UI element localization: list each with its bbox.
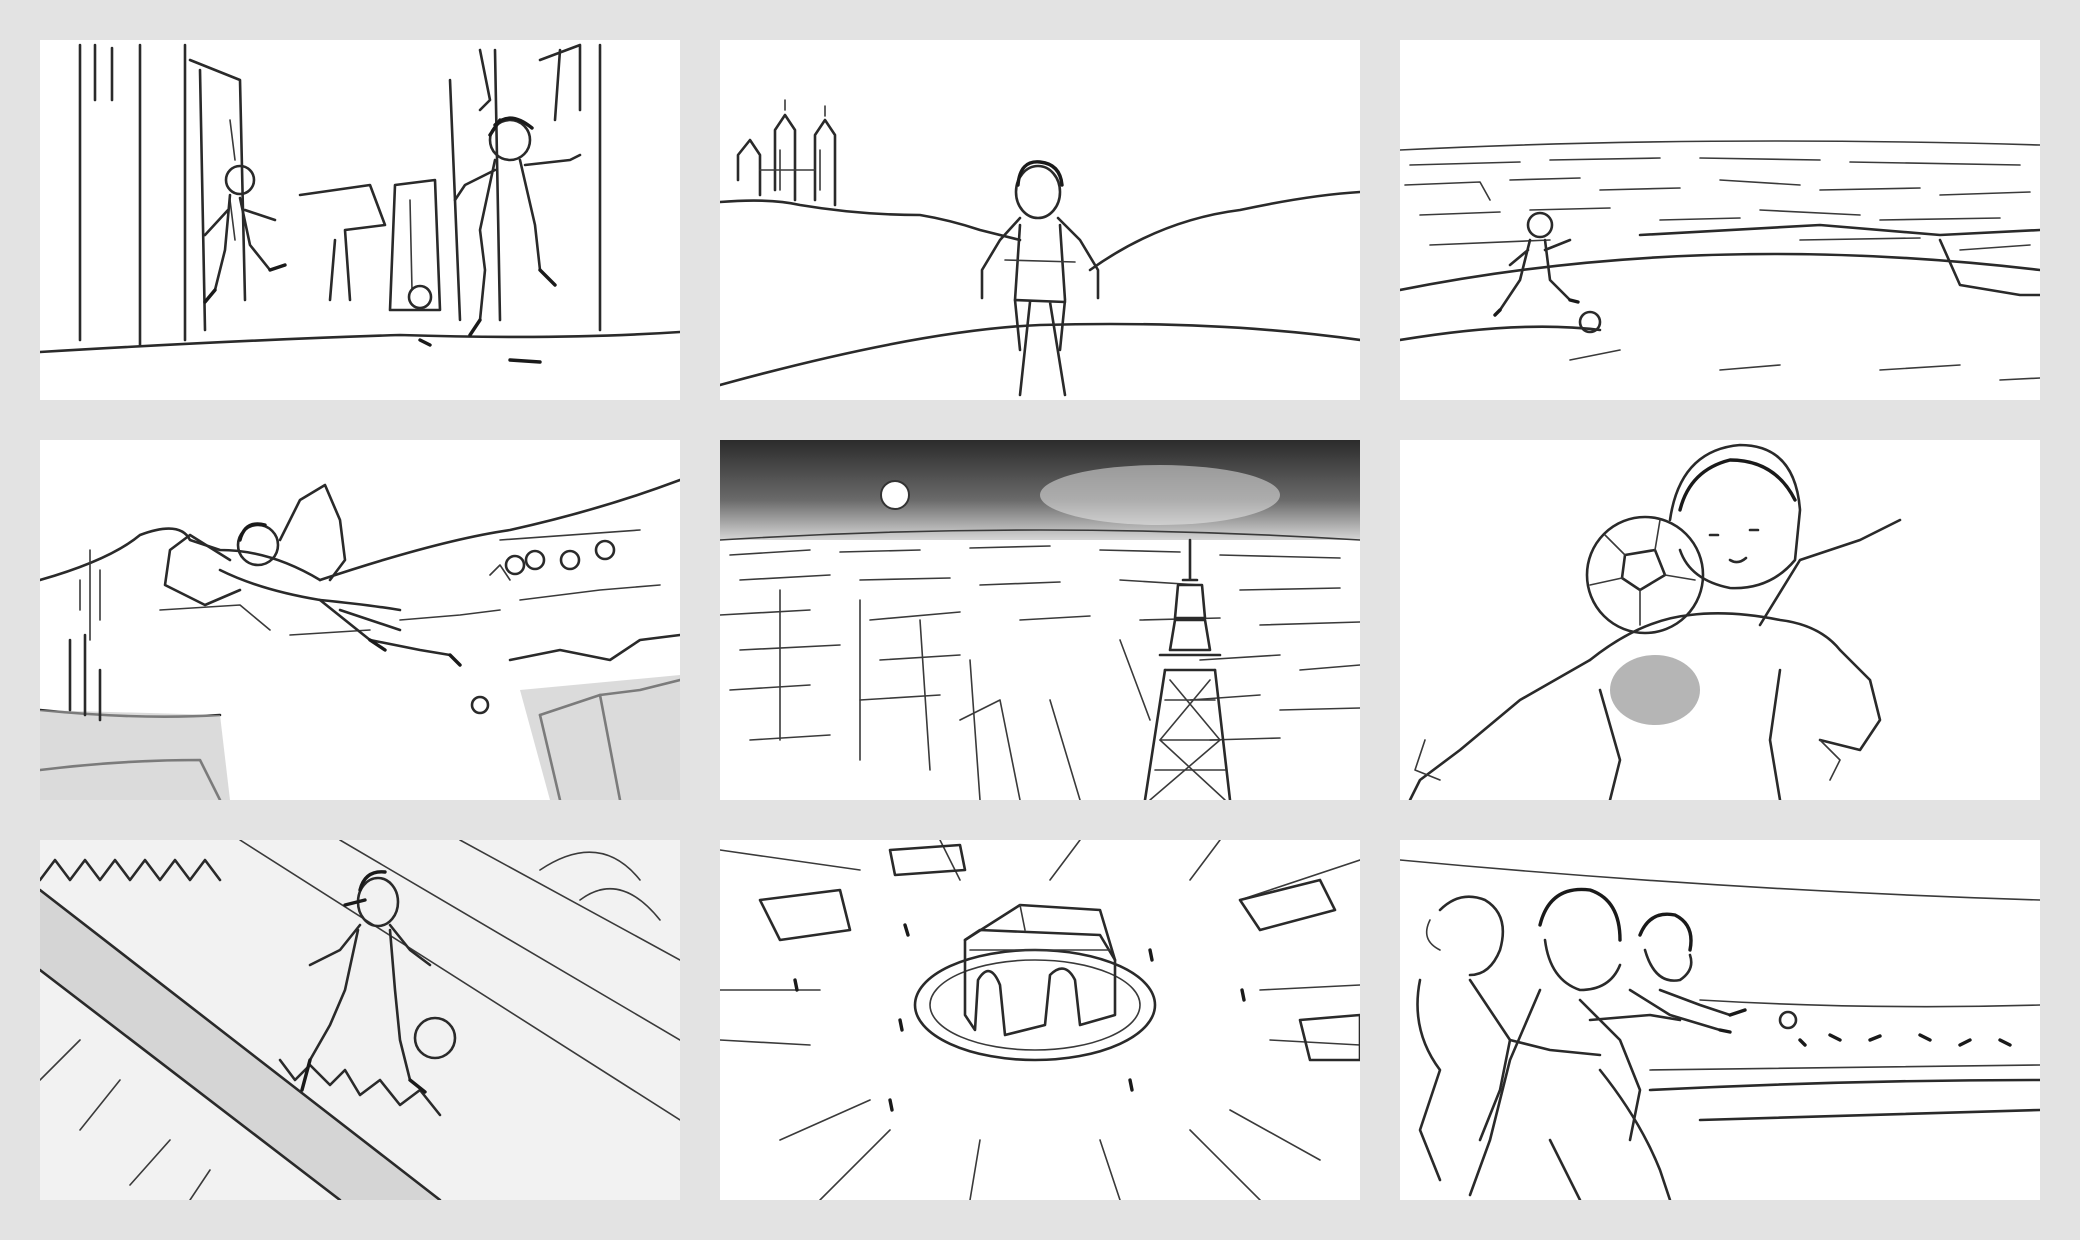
- city-overlook-sketch: [1400, 140, 2040, 381]
- storyboard-panel-4: [40, 440, 680, 800]
- street-scene-sketch: [40, 43, 680, 364]
- storyboard-panel-6: [1400, 440, 2040, 800]
- arc-de-triomphe-sketch: [720, 840, 1360, 1200]
- stadium-run-sketch: [1400, 859, 2040, 1200]
- storyboard-panel-5: [720, 440, 1360, 800]
- goalkeeper-dive-sketch: [40, 478, 680, 800]
- hill-scene-sketch: [720, 99, 1360, 397]
- eiffel-tower-city-sketch: [720, 440, 1360, 800]
- storyboard-panel-7: [40, 840, 680, 1200]
- storyboard-panel-8: [720, 840, 1360, 1200]
- storyboard-panel-3: [1400, 40, 2040, 400]
- storyboard-panel-2: [720, 40, 1360, 400]
- storyboard-panel-9: [1400, 840, 2040, 1200]
- bridge-dribble-sketch: [40, 840, 680, 1200]
- header-closeup-sketch: [1408, 443, 1902, 800]
- storyboard-panel-1: [40, 40, 680, 400]
